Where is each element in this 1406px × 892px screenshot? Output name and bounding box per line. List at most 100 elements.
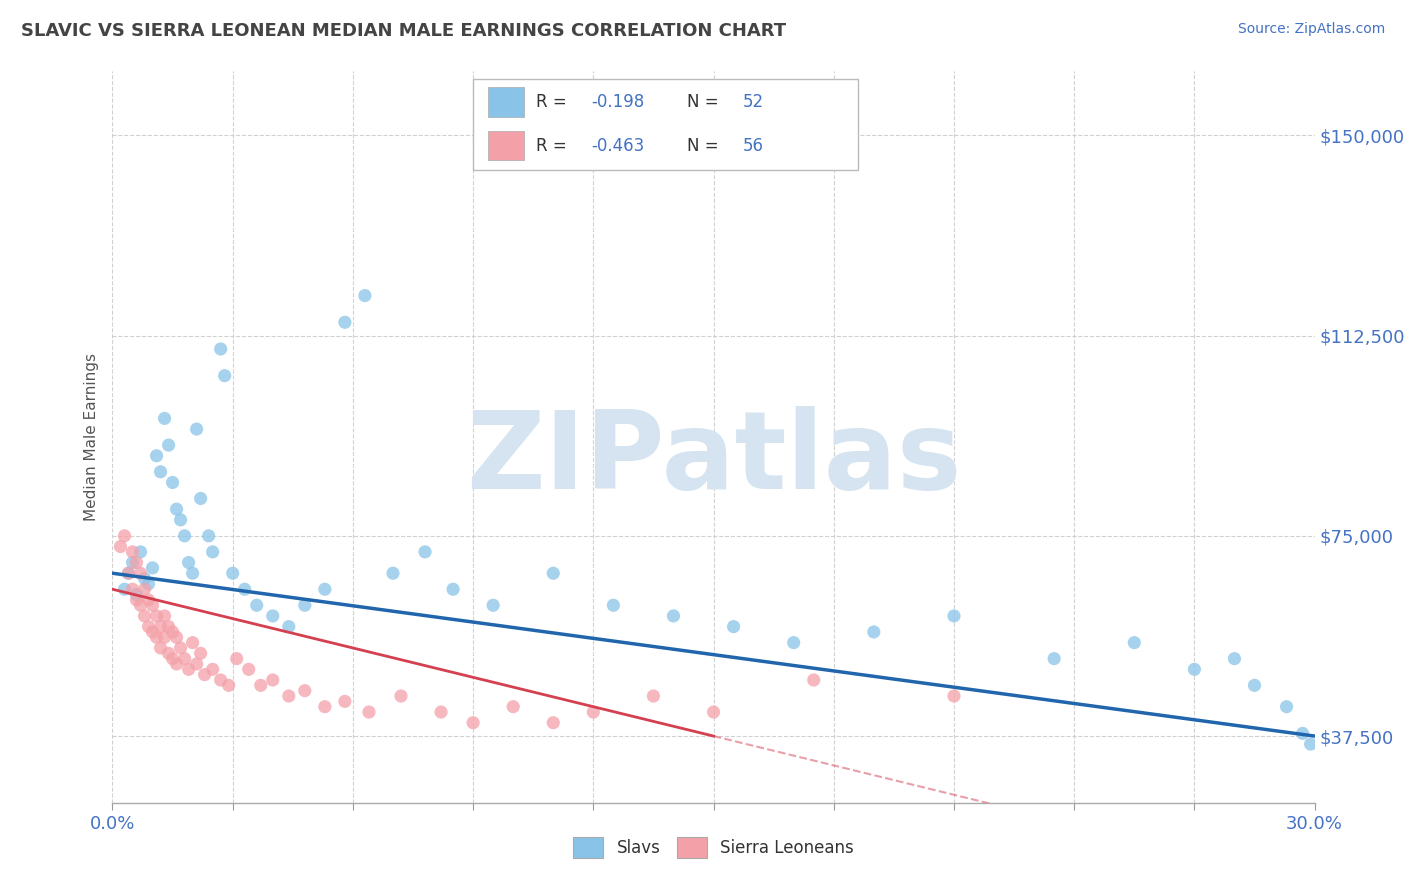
Point: [125, 588, 148, 602]
Point: [602, 599, 624, 613]
Point: [430, 705, 453, 719]
Point: [177, 556, 200, 570]
Point: [863, 624, 886, 639]
Point: [1299, 737, 1322, 751]
Point: [209, 342, 232, 356]
Point: [114, 582, 136, 597]
Point: [121, 545, 143, 559]
Point: [138, 593, 160, 607]
Point: [149, 640, 172, 655]
Point: [173, 529, 195, 543]
Point: [389, 689, 412, 703]
Point: [110, 540, 132, 554]
Point: [277, 619, 299, 633]
Point: [1243, 678, 1265, 692]
Point: [441, 582, 464, 597]
Text: N =: N =: [688, 136, 724, 155]
Point: [262, 673, 284, 687]
Point: [153, 411, 176, 425]
Point: [543, 566, 565, 581]
Point: [782, 635, 804, 649]
Point: [197, 529, 219, 543]
Point: [157, 646, 180, 660]
Point: [314, 699, 336, 714]
Point: [181, 635, 204, 649]
Point: [186, 422, 208, 436]
Point: [262, 609, 284, 624]
Point: [157, 619, 180, 633]
Point: [201, 545, 224, 559]
Point: [543, 715, 565, 730]
Point: [413, 545, 436, 559]
Point: [153, 630, 176, 644]
Point: [125, 593, 148, 607]
Point: [277, 689, 299, 703]
Point: [233, 582, 256, 597]
Point: [141, 599, 163, 613]
Point: [186, 657, 208, 671]
Point: [117, 566, 139, 581]
Point: [246, 599, 269, 613]
Point: [294, 599, 316, 613]
Point: [173, 651, 195, 665]
Point: [129, 599, 152, 613]
Point: [582, 705, 605, 719]
Point: [145, 609, 167, 624]
Point: [129, 545, 152, 559]
Point: [333, 315, 356, 329]
Legend: Slavs, Sierra Leoneans: Slavs, Sierra Leoneans: [562, 827, 865, 868]
Point: [662, 609, 685, 624]
Point: [1275, 699, 1298, 714]
Point: [723, 619, 745, 633]
Point: [157, 438, 180, 452]
Point: [333, 694, 356, 708]
Point: [190, 646, 212, 660]
Point: [169, 513, 191, 527]
Point: [134, 572, 156, 586]
Point: [1123, 635, 1146, 649]
Point: [114, 529, 136, 543]
Point: [1291, 726, 1313, 740]
Point: [153, 609, 176, 624]
Text: R =: R =: [536, 93, 572, 111]
Point: [162, 475, 184, 490]
Point: [166, 502, 188, 516]
Text: N =: N =: [688, 93, 724, 111]
Point: [194, 667, 217, 681]
Text: 52: 52: [742, 93, 763, 111]
Point: [1184, 662, 1206, 676]
Text: -0.463: -0.463: [591, 136, 644, 155]
Point: [169, 640, 191, 655]
Text: -0.198: -0.198: [591, 93, 644, 111]
Point: [461, 715, 484, 730]
Text: R =: R =: [536, 136, 572, 155]
Point: [222, 566, 245, 581]
Point: [357, 705, 380, 719]
Point: [218, 678, 240, 692]
Point: [482, 599, 505, 613]
Point: [138, 619, 160, 633]
Point: [138, 577, 160, 591]
Point: [643, 689, 665, 703]
Point: [145, 449, 167, 463]
Point: [803, 673, 825, 687]
Point: [382, 566, 405, 581]
Text: Source: ZipAtlas.com: Source: ZipAtlas.com: [1237, 22, 1385, 37]
FancyBboxPatch shape: [472, 78, 858, 170]
Point: [294, 683, 316, 698]
Point: [238, 662, 260, 676]
FancyBboxPatch shape: [488, 87, 523, 117]
Point: [121, 582, 143, 597]
Point: [225, 651, 247, 665]
Point: [149, 465, 172, 479]
Point: [702, 705, 725, 719]
Point: [141, 624, 163, 639]
Point: [141, 561, 163, 575]
Point: [249, 678, 271, 692]
Point: [134, 582, 156, 597]
Point: [162, 624, 184, 639]
FancyBboxPatch shape: [488, 131, 523, 161]
Point: [121, 556, 143, 570]
Point: [162, 651, 184, 665]
Text: ZIPatlas: ZIPatlas: [465, 406, 962, 512]
